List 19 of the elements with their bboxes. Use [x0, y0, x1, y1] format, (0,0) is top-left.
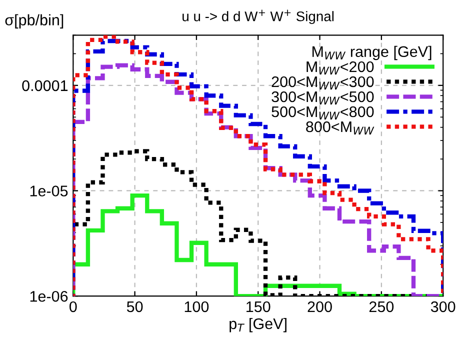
x-tick-label: 50	[126, 301, 143, 312]
chart-title: u u -> d d W$^{+}$ W$^{+}$ Signal	[182, 10, 334, 24]
legend-label: 200<M$_{WW}$<300	[272, 76, 374, 90]
legend-label: M$_{WW}$<200	[306, 61, 374, 75]
y-tick-label: 1e-06	[30, 290, 68, 302]
x-tick-label: 300	[430, 301, 456, 312]
x-tick-label: 150	[246, 301, 270, 312]
y-tick-label: 1e-05	[30, 186, 68, 196]
legend-label: 800<M$_{WW}$	[306, 121, 374, 135]
legend-label: 500<M$_{WW}$<800	[272, 106, 374, 120]
y-tick-label: 0.0001	[22, 80, 68, 92]
x-tick-label: 0	[70, 301, 77, 312]
legend-label: 300<M$_{WW}$<500	[272, 91, 374, 105]
legend-title: M$_{WW}$ range [GeV]	[312, 46, 432, 60]
y-axis-title: σ[pb/bin]	[5, 14, 64, 28]
x-tick-label: 100	[184, 301, 209, 312]
x-axis-title: p$_{T}$ [GeV]	[230, 318, 286, 332]
x-tick-label: 250	[369, 301, 394, 312]
x-tick-label: 200	[308, 301, 332, 312]
